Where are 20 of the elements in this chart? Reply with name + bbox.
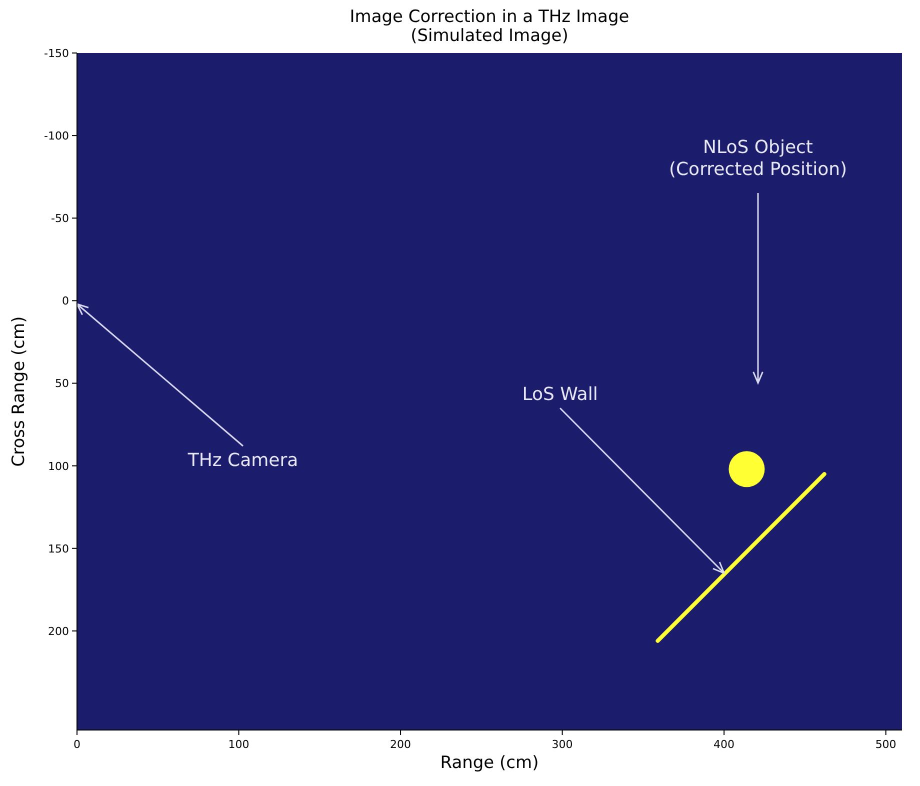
y-tick-label: -50 — [51, 212, 69, 226]
y-axis-title: Cross Range (cm) — [9, 316, 29, 467]
annotation: LoS Wall — [522, 384, 598, 406]
x-tick-label: 300 — [552, 738, 573, 751]
y-tick-label: 50 — [55, 377, 69, 390]
x-axis-title: Range (cm) — [440, 753, 539, 773]
chart-title: Image Correction in a THz Image (Simulated Image) — [350, 7, 630, 46]
y-tick-label: 0 — [62, 294, 69, 308]
y-tick-label: -150 — [44, 47, 69, 60]
y-tick-label: 200 — [48, 624, 69, 638]
x-tick-label: 0 — [74, 738, 80, 751]
y-tick-label: 100 — [48, 460, 69, 473]
annotation: THz Camera — [186, 450, 298, 471]
x-tick-label: 500 — [875, 738, 896, 751]
x-tick-label: 100 — [228, 738, 250, 751]
x-tick-label: 400 — [714, 738, 735, 751]
annotation: NLoS Object (Corrected Position) — [668, 137, 848, 180]
x-tick-label: 200 — [390, 738, 412, 751]
y-tick-label: 150 — [48, 542, 69, 556]
y-tick-label: -100 — [44, 130, 69, 143]
